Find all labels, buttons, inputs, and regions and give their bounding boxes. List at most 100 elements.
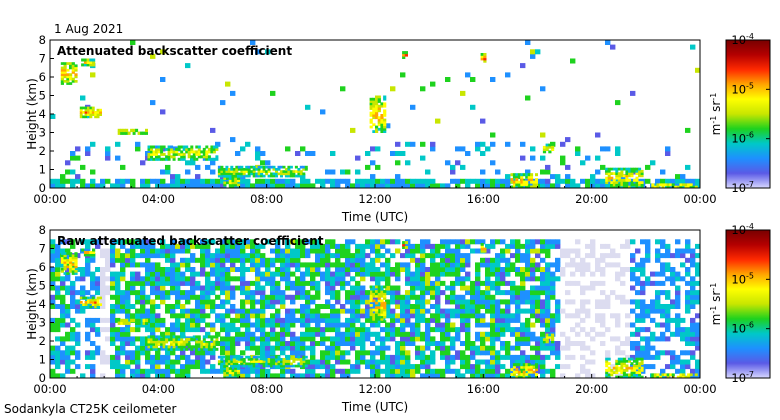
backscatter-cell	[270, 294, 276, 300]
backscatter-cell	[310, 373, 316, 379]
backscatter-cell	[520, 257, 526, 263]
backscatter-cell	[105, 267, 111, 272]
backscatter-cell	[500, 345, 506, 351]
backscatter-cell	[505, 341, 511, 346]
backscatter-cell	[260, 294, 266, 300]
x-tick-label: 08:00	[250, 192, 283, 206]
cloud-cell	[630, 183, 634, 187]
y-tick-label: 6	[39, 260, 46, 274]
backscatter-cell	[555, 354, 561, 360]
backscatter-cell	[530, 267, 536, 272]
cloud-cell	[212, 340, 216, 344]
backscatter-cell	[135, 271, 141, 277]
backscatter-cell	[195, 322, 201, 328]
backscatter-cell	[530, 239, 536, 245]
backscatter-cell	[100, 299, 106, 305]
backscatter-cell	[360, 262, 366, 268]
backscatter-cell	[510, 253, 516, 259]
backscatter-cell	[665, 317, 671, 323]
backscatter-cell	[690, 276, 696, 282]
backscatter-cell	[400, 327, 406, 333]
backscatter-cell	[280, 248, 286, 254]
cloud-cell	[89, 106, 93, 110]
backscatter-cell	[225, 341, 231, 346]
cloud-cell	[383, 95, 387, 99]
backscatter-cell	[590, 243, 596, 249]
backscatter-cell	[170, 174, 176, 180]
backscatter-cell	[540, 267, 546, 272]
backscatter-cell	[100, 294, 106, 300]
backscatter-cell	[405, 141, 411, 147]
backscatter-cell	[470, 350, 476, 356]
backscatter-cell	[435, 299, 441, 305]
backscatter-cell	[125, 299, 131, 305]
backscatter-cell	[680, 350, 686, 356]
cloud-cell	[548, 143, 552, 147]
backscatter-cell	[265, 304, 271, 309]
backscatter-cell	[290, 336, 296, 342]
backscatter-cell	[135, 280, 141, 286]
backscatter-cell	[450, 164, 456, 170]
backscatter-cell	[500, 253, 506, 259]
backscatter-cell	[200, 359, 206, 365]
backscatter-cell	[80, 373, 86, 379]
cloud-cell	[302, 355, 306, 359]
backscatter-cell	[675, 178, 681, 184]
backscatter-cell	[615, 253, 621, 259]
backscatter-cell	[370, 248, 376, 254]
cloud-cell	[247, 172, 251, 176]
backscatter-cell	[90, 322, 96, 328]
backscatter-cell	[520, 308, 526, 314]
cloud-cell	[369, 285, 373, 289]
cloud-cell	[527, 185, 531, 189]
backscatter-cell	[275, 280, 281, 286]
backscatter-cell	[585, 267, 591, 272]
cloud-cell	[82, 296, 86, 300]
backscatter-cell	[65, 276, 71, 282]
backscatter-cell	[340, 86, 346, 92]
backscatter-cell	[355, 341, 361, 346]
backscatter-cell	[540, 243, 546, 249]
backscatter-cell	[245, 290, 251, 296]
cloud-cell	[190, 147, 194, 151]
backscatter-cell	[235, 336, 241, 342]
backscatter-cell	[445, 183, 451, 189]
cloud-cell	[205, 342, 209, 346]
cloud-cell	[372, 285, 376, 289]
backscatter-cell	[165, 271, 171, 277]
backscatter-cell	[410, 336, 416, 342]
backscatter-cell	[650, 345, 656, 351]
cloud-cell	[653, 185, 657, 189]
backscatter-cell	[400, 313, 406, 319]
backscatter-cell	[485, 350, 491, 356]
backscatter-cell	[315, 280, 321, 286]
backscatter-cell	[520, 267, 526, 272]
backscatter-cell	[315, 313, 321, 319]
backscatter-cell	[385, 345, 391, 351]
backscatter-cell	[290, 368, 296, 374]
backscatter-cell	[405, 359, 411, 365]
cloud-cell	[638, 369, 642, 372]
cloud-cell	[202, 157, 206, 161]
backscatter-cell	[155, 313, 161, 319]
cloud-cell	[182, 345, 186, 349]
cloud-cell	[185, 347, 189, 351]
backscatter-cell	[515, 294, 521, 300]
cloud-cell	[527, 178, 531, 182]
backscatter-cell	[600, 322, 606, 328]
raw-backscatter-field	[50, 239, 701, 379]
backscatter-cell	[290, 271, 296, 277]
backscatter-cell	[540, 354, 546, 360]
backscatter-cell	[260, 285, 266, 291]
backscatter-cell	[470, 364, 476, 370]
backscatter-cell	[480, 141, 486, 147]
cloud-cell	[71, 263, 75, 266]
cloud-cell	[369, 100, 373, 103]
backscatter-cell	[250, 40, 256, 45]
cloud-cell	[287, 364, 291, 368]
cloud-cell	[622, 181, 626, 184]
backscatter-cell	[595, 331, 601, 337]
cloud-cell	[402, 56, 406, 59]
backscatter-cell	[375, 146, 381, 152]
backscatter-cell	[460, 359, 466, 365]
